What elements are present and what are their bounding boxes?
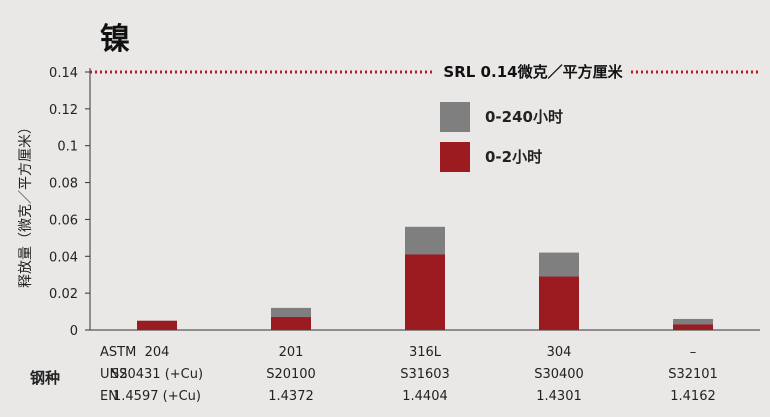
legend-swatch xyxy=(440,142,470,172)
y-tick-label: 0.06 xyxy=(49,213,78,228)
legend: 0-240小时 0-2小时 xyxy=(440,102,563,172)
srl-label: SRL 0.14微克／平方厘米 xyxy=(443,63,623,81)
steel-cell-uns: S32101 xyxy=(668,367,718,382)
bar-initial xyxy=(673,324,713,330)
steel-cell-astm: 316L xyxy=(408,345,442,360)
bar-initial xyxy=(137,320,177,330)
legend-label: 0-240小时 xyxy=(485,108,563,126)
y-ticks: 0 0.02 0.04 0.06 0.08 0.1 0.12 0.14 xyxy=(49,66,90,339)
steel-cell-uns: S20431 (+Cu) xyxy=(110,367,204,382)
steel-cell-astm: – xyxy=(689,345,697,360)
steel-grade-label: 钢种 xyxy=(30,369,61,387)
y-axis-label: 释放量（微克／平方厘米） xyxy=(18,120,34,288)
steel-cell-uns: S20100 xyxy=(266,367,316,382)
steel-cell-uns: S31603 xyxy=(400,367,450,382)
bars xyxy=(137,226,713,330)
chart-title: 镍 xyxy=(100,22,130,57)
steel-cell-en: 1.4404 xyxy=(402,389,448,404)
steel-cell-en: 1.4301 xyxy=(536,389,582,404)
steel-cell-en: 1.4372 xyxy=(268,389,314,404)
steel-cell-en: 1.4162 xyxy=(670,389,716,404)
row-label-uns: UNS xyxy=(100,367,128,382)
srl-line: SRL 0.14微克／平方厘米 xyxy=(90,63,760,81)
legend-label: 0-2小时 xyxy=(485,148,542,166)
y-tick-label: 0.14 xyxy=(49,66,78,81)
steel-cell-astm: 304 xyxy=(546,345,572,360)
y-tick-label: 0.1 xyxy=(57,140,78,155)
row-label-en: EN xyxy=(100,389,118,404)
steel-cell-astm: 204 xyxy=(144,345,170,360)
steel-cell-en: 1.4597 (+Cu) xyxy=(113,389,201,404)
row-label-astm: ASTM xyxy=(100,345,137,360)
steel-cell-uns: S30400 xyxy=(534,367,584,382)
bar-initial xyxy=(271,317,311,330)
y-tick-label: 0.02 xyxy=(49,287,78,302)
y-tick-label: 0.12 xyxy=(49,103,78,118)
y-tick-label: 0.04 xyxy=(49,250,78,265)
steel-cell-astm: 201 xyxy=(278,345,304,360)
bar-initial xyxy=(405,254,445,330)
chart: 0 0.02 0.04 0.06 0.08 0.1 0.12 0.14 SRL 0.14微克／… xyxy=(18,63,760,339)
y-tick-label: 0 xyxy=(70,324,78,339)
y-tick-label: 0.08 xyxy=(49,177,78,192)
legend-swatch xyxy=(440,102,470,132)
bar-initial xyxy=(539,276,579,330)
